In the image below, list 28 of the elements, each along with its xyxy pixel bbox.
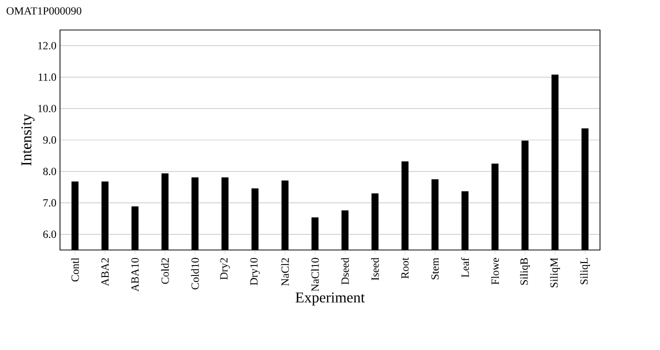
y-tick-label: 10.0 — [38, 104, 56, 112]
x-tick-label: Leaf — [461, 258, 469, 278]
x-tick-label: Cold10 — [191, 258, 199, 290]
x-tick-label: Stem — [431, 258, 439, 280]
x-tick-label: Iseed — [371, 258, 379, 280]
x-tick-label: Root — [401, 258, 409, 279]
x-tick-label: Contl — [71, 258, 79, 282]
x-tick-label: Cold2 — [161, 258, 169, 284]
x-tick-label: NaCl2 — [281, 258, 289, 286]
x-tick-label: SiliqB — [520, 258, 530, 285]
y-tick-label: 9.0 — [43, 136, 56, 144]
y-tick-label: 8.0 — [43, 168, 56, 176]
x-tick-label: ABA2 — [101, 258, 109, 286]
y-axis-title: Intensity — [21, 114, 34, 166]
y-tick-label: 7.0 — [44, 199, 56, 207]
x-tick-label: Dry10 — [250, 258, 260, 286]
y-tick-label: 11.0 — [38, 73, 56, 81]
chart-title: OMAT1P000090 — [6, 7, 82, 15]
x-tick-label: ABA10 — [131, 258, 139, 292]
y-tick-label: 12.0 — [38, 42, 56, 50]
x-axis-title: Experiment — [296, 292, 365, 306]
x-tick-label: SiliqM — [550, 258, 560, 288]
x-tick-label: NaCl10 — [311, 258, 319, 292]
x-tick-label: Dseed — [341, 258, 349, 285]
x-tick-label: Flowe — [491, 258, 499, 285]
y-tick-label: 6.0 — [43, 230, 56, 238]
x-tick-label: SiliqL — [580, 258, 590, 284]
x-tick-label: Dry2 — [220, 258, 230, 280]
